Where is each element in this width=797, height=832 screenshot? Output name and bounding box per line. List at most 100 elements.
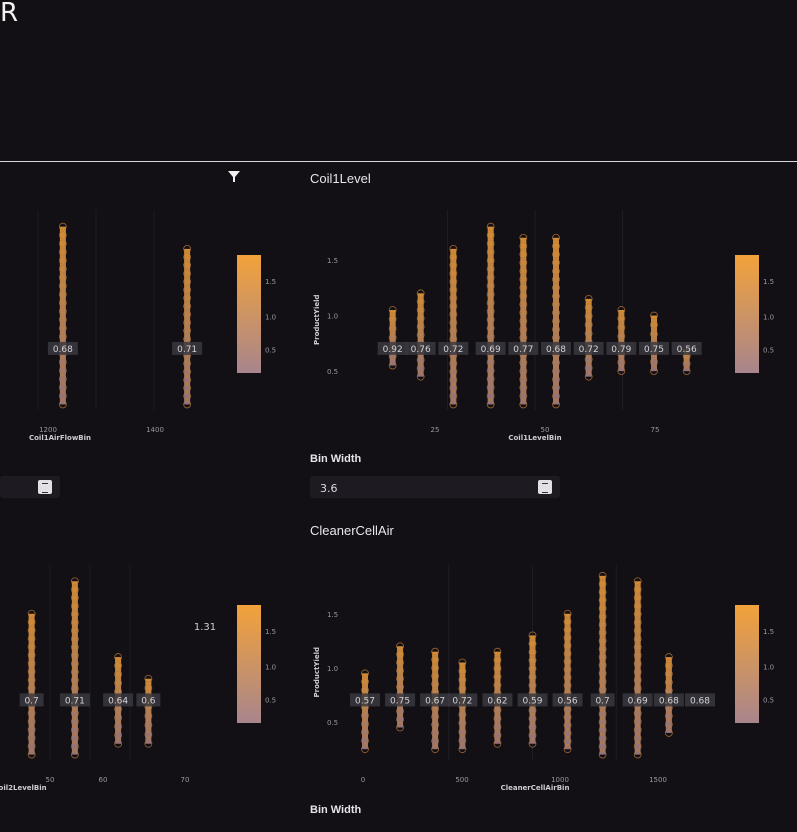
- mean-label-bg: [606, 341, 637, 355]
- data-point: [431, 737, 440, 745]
- data-point: [70, 725, 79, 734]
- bin-width-input[interactable]: [318, 479, 502, 497]
- data-point: [70, 602, 79, 610]
- chart-cleaner-cell-air: 1.5 1.0 0.5 ProductYield 0 500 1000 1500 Cleaner…: [313, 565, 774, 792]
- data-point: [519, 300, 528, 309]
- y-tick-label: 0.5: [327, 719, 338, 727]
- bin-bar: [450, 248, 457, 405]
- data-point: [598, 628, 607, 637]
- x-tick-label: 75: [651, 426, 660, 434]
- mean-label: 0.56: [558, 696, 578, 706]
- data-point: [598, 661, 607, 670]
- data-point: [58, 290, 67, 299]
- colorbar-tick-label: 0.5: [265, 346, 276, 354]
- data-point: [183, 326, 192, 335]
- data-point: [617, 332, 626, 341]
- data-point: [563, 657, 572, 666]
- data-point: [183, 261, 192, 270]
- data-point: [552, 367, 560, 376]
- data-point: [519, 283, 528, 292]
- data-point: [486, 366, 495, 375]
- x-tick-label: 70: [181, 776, 190, 784]
- data-point: [58, 248, 67, 256]
- data-point: [493, 681, 502, 690]
- data-point: [519, 358, 528, 367]
- data-point: [27, 725, 36, 734]
- data-point: [58, 366, 67, 375]
- data-point: [664, 729, 673, 737]
- data-point: [114, 679, 123, 687]
- data-point: [27, 626, 36, 635]
- data-point: [486, 358, 495, 367]
- data-point: [183, 244, 192, 253]
- data-point: [416, 364, 425, 373]
- data-point: [519, 250, 528, 259]
- stepper-icon[interactable]: [538, 480, 552, 494]
- x-tick-label: 500: [455, 776, 468, 784]
- data-point: [664, 661, 673, 670]
- data-point: [144, 711, 153, 720]
- data-point: [519, 233, 528, 242]
- data-point: [58, 332, 67, 341]
- header-divider: [0, 161, 797, 162]
- data-point: [528, 706, 537, 715]
- bin-width-field-coil1-airflow[interactable]: [0, 476, 60, 498]
- colorbar-tick-label: 0.5: [763, 696, 774, 704]
- data-point: [519, 267, 528, 276]
- data-point: [633, 643, 642, 652]
- data-point: [563, 649, 572, 658]
- colorbar-tick-label: 1.0: [265, 663, 276, 671]
- data-point: [27, 742, 36, 751]
- data-point: [183, 253, 192, 261]
- mean-label: 0.62: [487, 696, 507, 706]
- data-point: [458, 745, 467, 754]
- data-point: [27, 651, 36, 660]
- data-point: [27, 609, 36, 618]
- mean-label-bg: [377, 341, 408, 355]
- data-point: [552, 283, 560, 292]
- data-point: [58, 375, 67, 383]
- colorbar-tick-label: 1.5: [763, 278, 774, 286]
- bin-bar: [397, 646, 404, 728]
- y-tick-label: 1.5: [327, 257, 338, 265]
- data-point: [114, 653, 123, 661]
- data-point: [528, 664, 537, 673]
- data-point: [27, 717, 36, 726]
- data-point: [493, 714, 502, 723]
- data-point: [633, 684, 642, 693]
- bin-bar: [389, 310, 396, 366]
- data-point: [431, 720, 440, 729]
- mean-label: 0.67: [425, 696, 445, 706]
- data-point: [361, 669, 369, 678]
- data-point: [664, 653, 673, 661]
- data-point: [563, 633, 572, 642]
- data-point: [486, 282, 495, 290]
- x-tick-label: 1200: [39, 426, 57, 434]
- data-point: [598, 612, 607, 621]
- x-axis-label: Coil1LevelBin: [508, 434, 561, 442]
- data-point: [449, 326, 458, 335]
- data-point: [598, 669, 607, 678]
- data-point: [598, 685, 607, 694]
- data-point: [70, 585, 79, 594]
- data-point: [183, 285, 192, 294]
- mean-label: 0.76: [411, 345, 431, 355]
- data-point: [449, 285, 458, 294]
- mean-label-bg: [639, 341, 669, 355]
- data-point: [396, 682, 404, 691]
- data-point: [388, 306, 397, 314]
- data-point: [396, 674, 404, 683]
- data-point: [528, 656, 537, 665]
- data-point: [584, 312, 593, 321]
- data-point: [486, 298, 495, 307]
- mean-label: 0.92: [383, 345, 403, 355]
- x-axis-label: Coil2LevelBin: [0, 784, 47, 792]
- data-point: [598, 636, 607, 645]
- mean-label-bg: [385, 693, 416, 707]
- filter-icon[interactable]: [228, 171, 240, 183]
- bin-width-field-coil1-level[interactable]: [310, 476, 560, 498]
- mean-label: 0.72: [452, 696, 472, 706]
- stepper-icon[interactable]: [38, 480, 52, 494]
- mean-label: 0.59: [522, 696, 542, 706]
- x-tick-label: 60: [99, 776, 108, 784]
